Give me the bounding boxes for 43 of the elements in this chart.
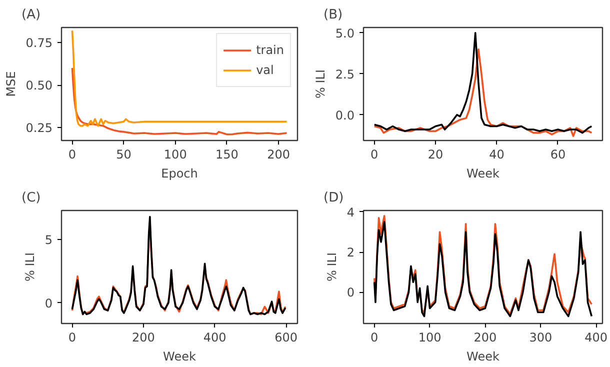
x-tick-label: 150	[215, 148, 238, 162]
x-tick-label: 400	[203, 330, 226, 344]
chart-title: (B)	[324, 8, 343, 22]
y-tick-label: 0.75	[26, 36, 52, 50]
x-tick-label: 200	[474, 330, 497, 344]
y-axis-title: % ILI	[22, 252, 37, 282]
x-tick-label: 100	[418, 330, 442, 344]
x-tick-label: 400	[584, 330, 608, 344]
y-tick-label: 4	[346, 205, 355, 220]
x-tick-label: 20	[428, 148, 444, 162]
chart-title: (D)	[324, 190, 344, 206]
x-tick-label: 200	[267, 148, 290, 162]
x-tick-label: 200	[132, 330, 155, 344]
x-tick-label: 300	[529, 330, 552, 344]
y-tick-label: 2	[346, 246, 355, 260]
x-tick-label: 0	[68, 330, 76, 344]
x-tick-label: 0	[370, 148, 378, 162]
x-tick-label: 50	[116, 148, 132, 162]
x-tick-label: 0	[68, 148, 76, 162]
x-tick-label: 600	[274, 330, 298, 344]
chart-title: (C)	[22, 190, 41, 206]
x-axis-title: Week	[163, 350, 196, 364]
x-tick-label: 0	[370, 330, 378, 344]
y-tick-label: 5.0	[335, 26, 355, 40]
x-axis-title: Epoch	[161, 166, 198, 180]
y-tick-label: 5	[44, 233, 53, 248]
legend-label: train	[256, 43, 284, 57]
y-axis-title: % ILI	[324, 252, 339, 282]
y-axis-title: % ILI	[313, 70, 328, 98]
x-axis-title: Week	[466, 350, 500, 364]
chart-title: (A)	[22, 8, 41, 22]
y-tick-label: 0.50	[26, 78, 52, 93]
y-tick-label: 0.25	[26, 121, 52, 136]
y-tick-label: 0	[346, 286, 355, 300]
x-tick-label: 100	[164, 148, 187, 162]
x-axis-title: Week	[466, 166, 500, 180]
legend-label: val	[256, 63, 275, 77]
y-tick-label: 0	[44, 296, 53, 310]
x-tick-label: 40	[489, 148, 504, 162]
y-axis-title: MSE	[4, 71, 18, 97]
y-tick-label: 2.5	[335, 67, 355, 82]
x-tick-label: 60	[550, 148, 566, 162]
y-tick-label: 0.0	[335, 108, 355, 122]
